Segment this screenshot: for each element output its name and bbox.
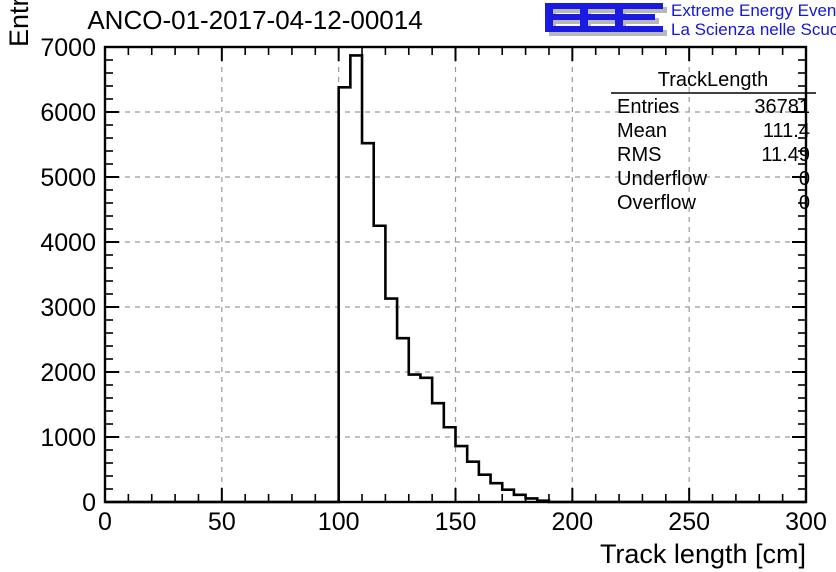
stats-row-label: Underflow [617, 168, 708, 190]
eee-logo: Extreme Energy Events La Scienza nelle S… [545, 1, 836, 39]
y-tick-label: 6000 [40, 99, 96, 127]
stats-row-value: 11.49 [761, 144, 810, 166]
y-tick-label: 1000 [40, 424, 96, 452]
y-axis-title: Entries/bin [4, 0, 34, 47]
y-tick-label: 7000 [40, 34, 96, 62]
stats-row-value: 111.4 [763, 120, 810, 142]
stats-box-rows: Entries 36781 Mean 111.4 RMS 11.49 Underflow 0 O… [617, 96, 810, 214]
stats-row-value: 36781 [754, 96, 810, 118]
x-tick-label: 250 [668, 508, 710, 536]
page-title: ANCO-01-2017-04-12-00014 [87, 5, 422, 35]
x-tick-labels: 0 50 100 150 200 250 300 [98, 508, 827, 536]
x-tick-label: 0 [98, 508, 112, 536]
stats-row-label: RMS [617, 144, 661, 166]
stats-box: TrackLength Entries 36781 Mean 111.4 RMS 11.4… [611, 69, 816, 214]
stats-row-value: 0 [799, 192, 810, 214]
x-tick-label: 300 [785, 508, 827, 536]
y-tick-label: 5000 [40, 164, 96, 192]
y-tick-label: 3000 [40, 294, 96, 322]
stats-row-label: Entries [617, 96, 679, 118]
stats-box-title: TrackLength [658, 69, 768, 91]
y-tick-label: 2000 [40, 359, 96, 387]
eee-logo-letters [545, 3, 663, 32]
x-axis-title: Track length [cm] [600, 539, 806, 569]
x-tick-label: 150 [435, 508, 477, 536]
stats-row-label: Overflow [617, 192, 696, 214]
logo-line-2: La Scienza nelle Scuole [671, 20, 836, 39]
stats-row-value: 0 [799, 168, 810, 190]
y-tick-labels: 0 1000 2000 3000 4000 5000 6000 7000 [40, 34, 96, 517]
x-tick-label: 200 [551, 508, 593, 536]
y-tick-label: 4000 [40, 229, 96, 257]
x-tick-label: 100 [318, 508, 360, 536]
axis-ticks [104, 46, 807, 503]
y-tick-label: 0 [82, 489, 96, 517]
stats-row-label: Mean [617, 120, 667, 142]
logo-line-1: Extreme Energy Events [671, 1, 836, 20]
x-tick-label: 50 [208, 508, 236, 536]
